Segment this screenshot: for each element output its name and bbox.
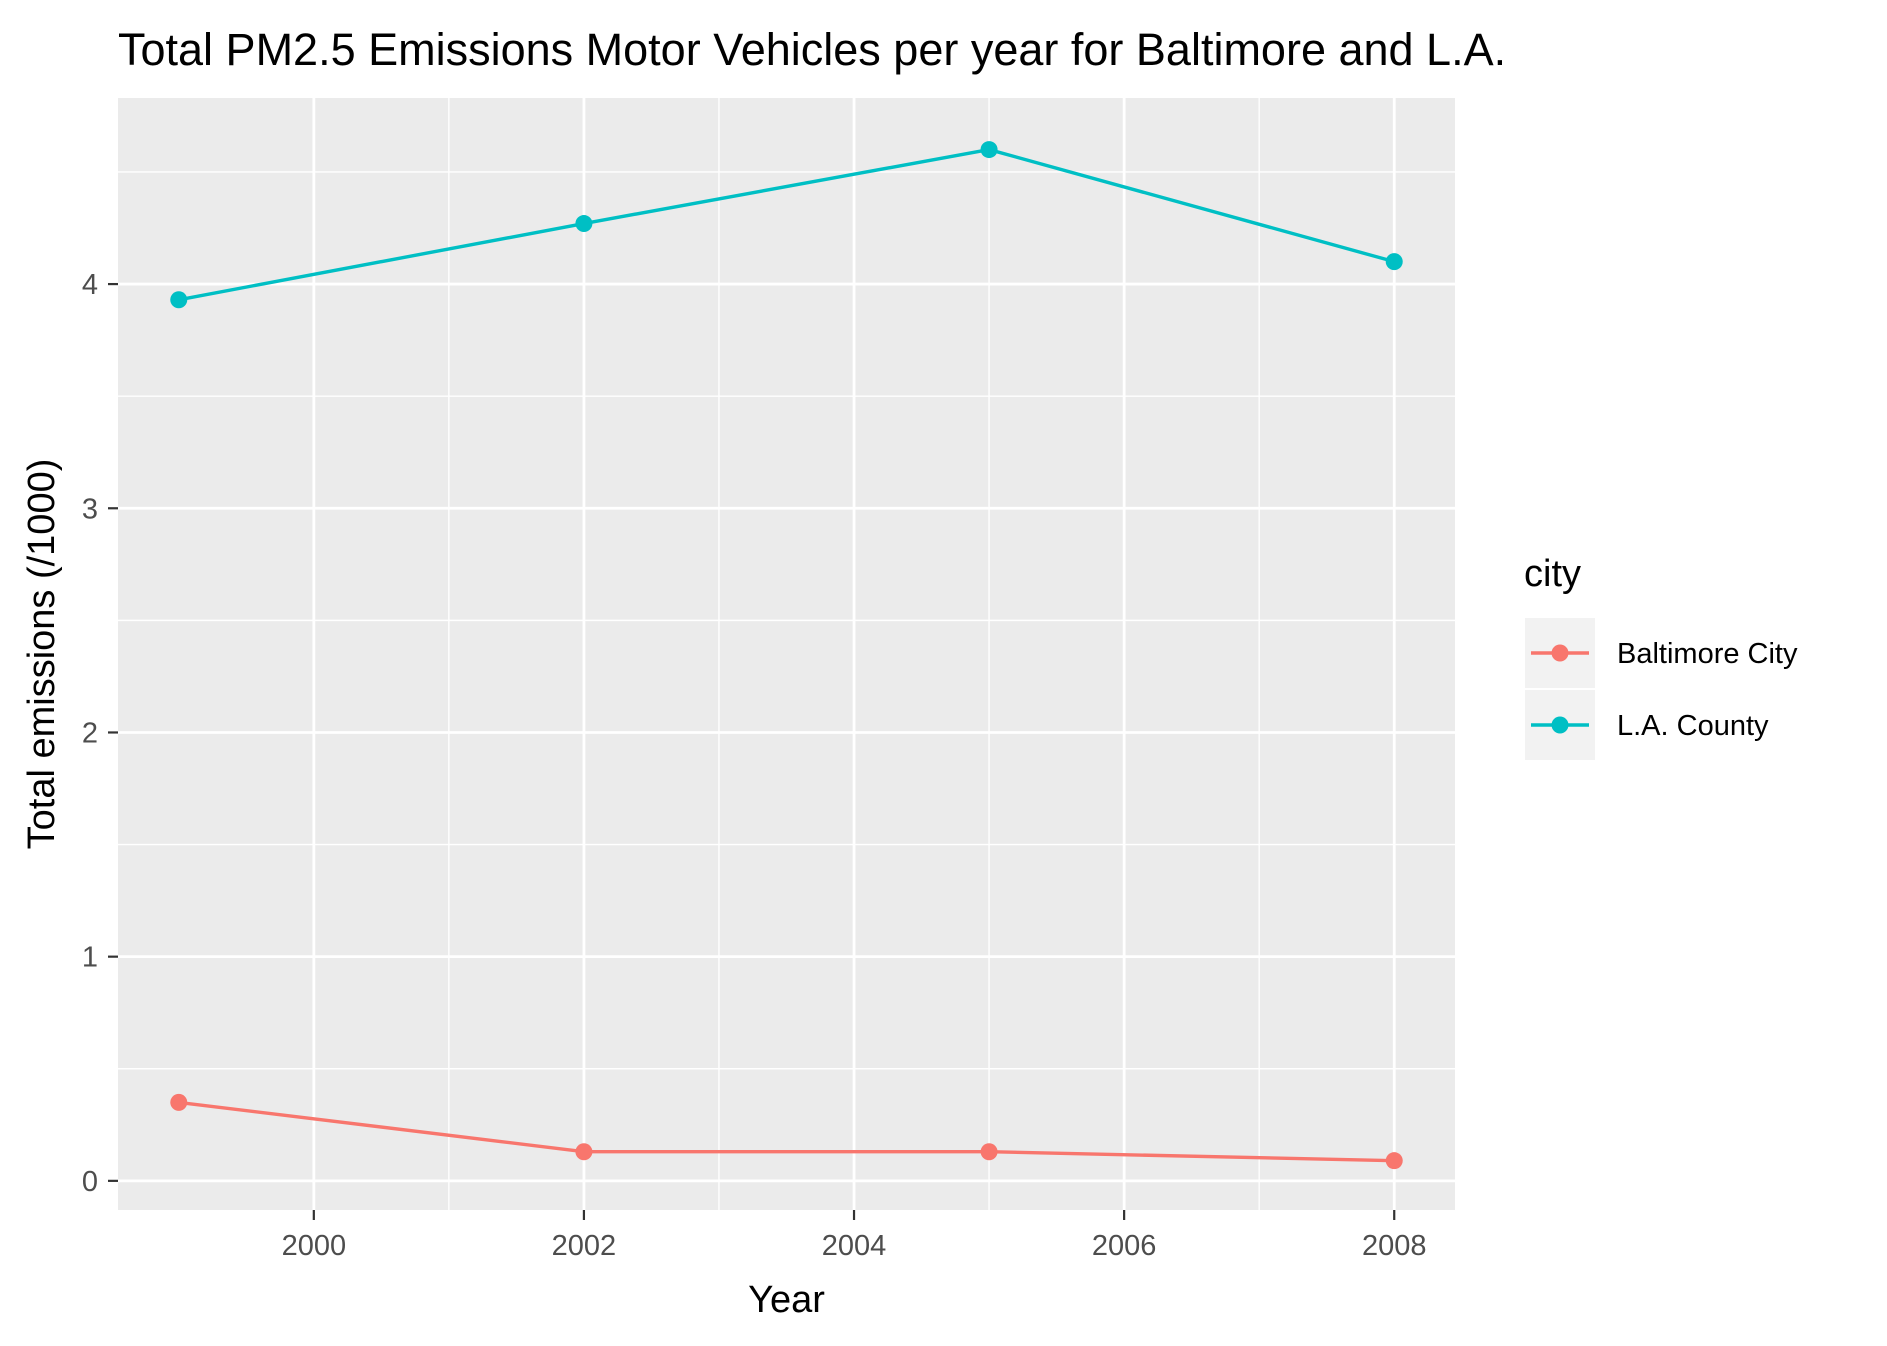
x-tick-label: 2006: [1092, 1230, 1157, 1262]
data-point-baltimore-city: [980, 1143, 998, 1161]
legend: city Baltimore City L.A. County: [1524, 553, 1798, 760]
y-tick-label: 0: [82, 1166, 98, 1198]
major-gridlines: [118, 98, 1455, 1210]
series-points: [170, 141, 1403, 1170]
legend-key-point: [1551, 644, 1569, 662]
x-tick-label: 2008: [1362, 1230, 1427, 1262]
series-line-l-a-county: [177, 147, 1396, 302]
data-point-l-a-county: [575, 215, 593, 233]
data-point-baltimore-city: [170, 1093, 188, 1111]
y-tick-label: 3: [82, 493, 98, 525]
series-line-baltimore-city: [177, 1100, 1396, 1163]
legend-item-baltimore-city: Baltimore City: [1525, 618, 1798, 688]
x-tick-label: 2004: [822, 1230, 887, 1262]
data-point-l-a-county: [1385, 253, 1403, 271]
legend-items: Baltimore City L.A. County: [1525, 618, 1798, 760]
data-point-baltimore-city: [1385, 1152, 1403, 1170]
y-tick-label: 4: [82, 269, 98, 301]
legend-title: city: [1524, 553, 1581, 595]
x-tick-label: 2000: [282, 1230, 347, 1262]
y-axis: 0 1 2 3 4: [82, 269, 118, 1198]
x-axis: 2000 2002 2004 2006 2008: [282, 1210, 1427, 1262]
x-tick-label: 2002: [552, 1230, 617, 1262]
y-tick-label: 1: [82, 942, 98, 974]
series-lines: [177, 147, 1396, 1163]
plot-panel: [118, 98, 1455, 1210]
data-point-l-a-county: [980, 141, 998, 159]
legend-item-l-a-county: L.A. County: [1525, 690, 1769, 760]
y-tick-label: 2: [82, 717, 98, 749]
x-axis-title: Year: [748, 1279, 825, 1321]
data-point-baltimore-city: [575, 1143, 593, 1161]
y-axis-title: Total emissions (/1000): [21, 459, 63, 850]
legend-key-point: [1551, 716, 1569, 734]
legend-label: Baltimore City: [1617, 638, 1798, 670]
chart-title: Total PM2.5 Emissions Motor Vehicles per…: [118, 24, 1506, 75]
legend-label: L.A. County: [1617, 710, 1769, 742]
data-point-l-a-county: [170, 291, 188, 309]
